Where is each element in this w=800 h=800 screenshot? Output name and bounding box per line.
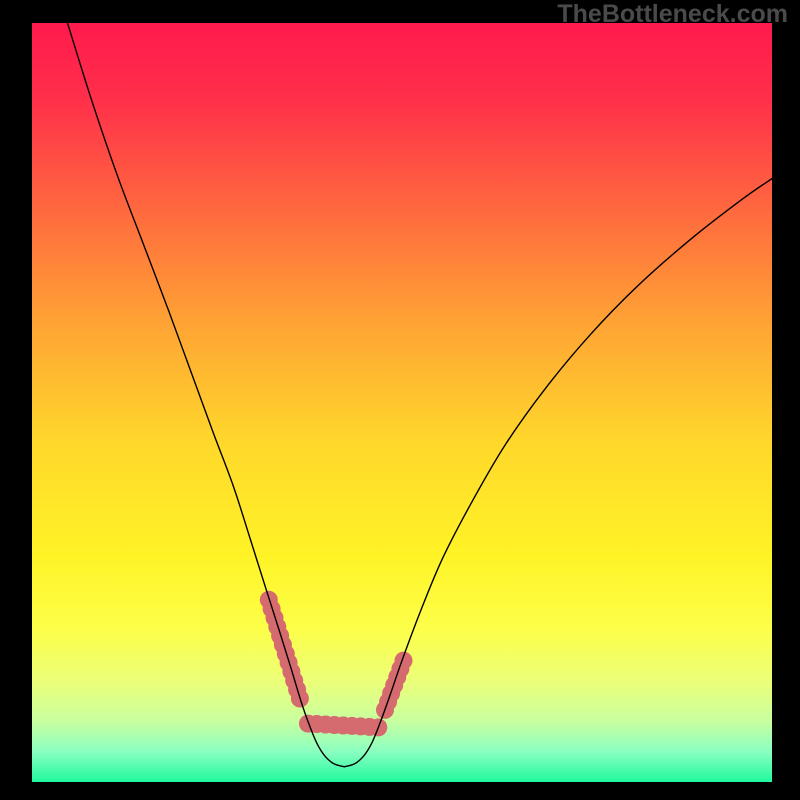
curve-layer [32, 23, 772, 782]
marker-dot [395, 652, 413, 670]
plot-area [32, 23, 772, 782]
curve-right [344, 179, 772, 767]
watermark-text: TheBottleneck.com [557, 0, 788, 29]
chart-stage: TheBottleneck.com [0, 0, 800, 800]
curve-left [68, 23, 345, 767]
